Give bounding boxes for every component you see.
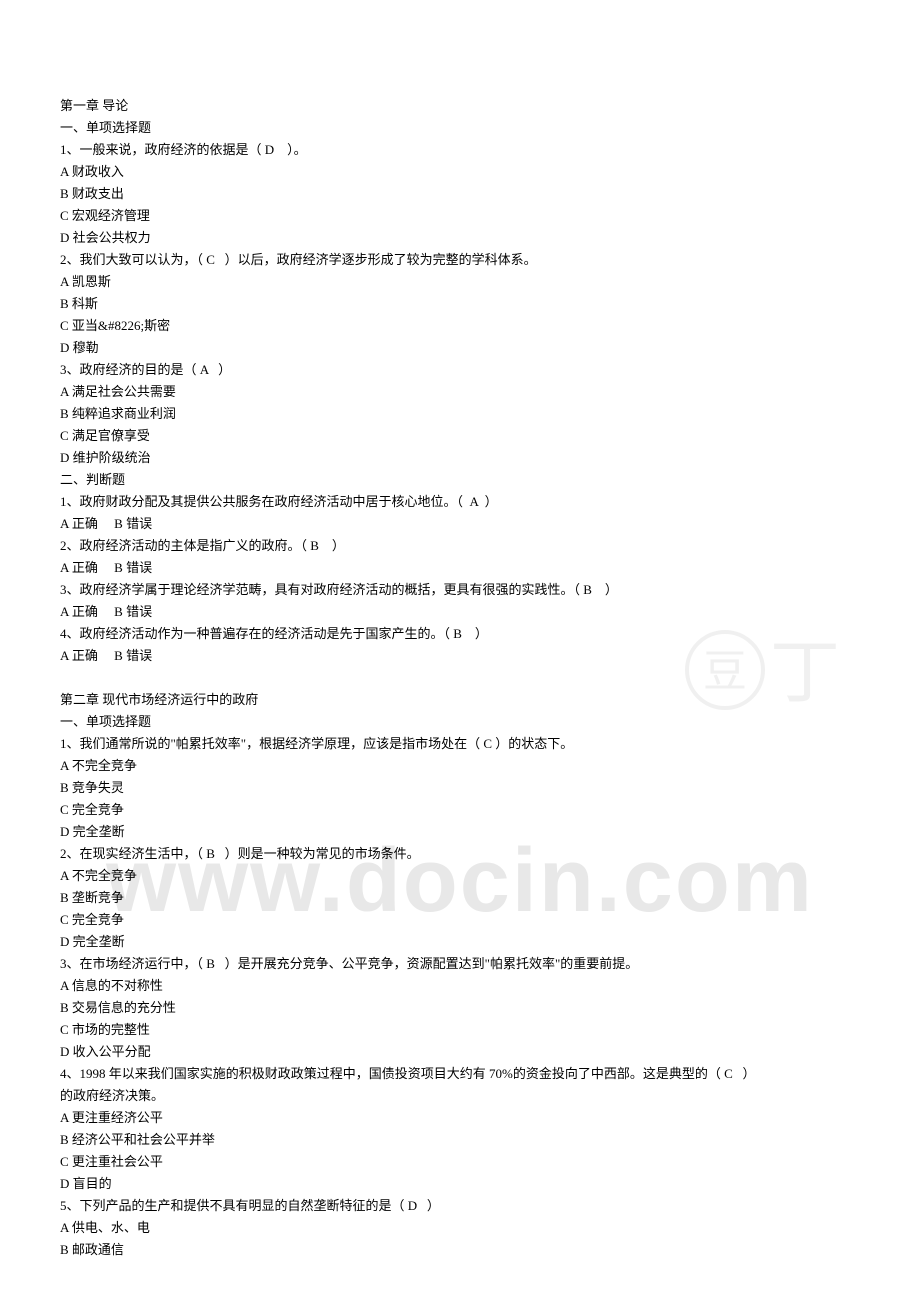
ch2-q4-stem-line2: 的政府经济决策。 <box>60 1085 860 1107</box>
ch2-q4-stem-line1: 4、1998 年以来我们国家实施的积极财政政策过程中，国债投资项目大约有 70%… <box>60 1063 860 1085</box>
ch2-q3-option-d: D 收入公平分配 <box>60 1041 860 1063</box>
tf1-options: A 正确 B 错误 <box>60 513 860 535</box>
ch2-q1-option-c: C 完全竞争 <box>60 799 860 821</box>
q3-option-d: D 维护阶级统治 <box>60 447 860 469</box>
ch2-q2-option-d: D 完全垄断 <box>60 931 860 953</box>
ch2-q3-option-a: A 信息的不对称性 <box>60 975 860 997</box>
section-1-mcq-title: 一、单项选择题 <box>60 117 860 139</box>
document-body: 第一章 导论 一、单项选择题 1、一般来说，政府经济的依据是（ D ）。 A 财… <box>60 95 860 1261</box>
q1-option-d: D 社会公共权力 <box>60 227 860 249</box>
tf2-options: A 正确 B 错误 <box>60 557 860 579</box>
q2-option-d: D 穆勒 <box>60 337 860 359</box>
tf4-options: A 正确 B 错误 <box>60 645 860 667</box>
tf1-stem: 1、政府财政分配及其提供公共服务在政府经济活动中居于核心地位。（ A ） <box>60 491 860 513</box>
ch2-q3-stem: 3、在市场经济运行中，（ B ）是开展充分竞争、公平竞争，资源配置达到"帕累托效… <box>60 953 860 975</box>
tf3-stem: 3、政府经济学属于理论经济学范畴，具有对政府经济活动的概括，更具有很强的实践性。… <box>60 579 860 601</box>
q2-option-b: B 科斯 <box>60 293 860 315</box>
q2-option-c: C 亚当&#8226;斯密 <box>60 315 860 337</box>
ch2-q1-option-b: B 竞争失灵 <box>60 777 860 799</box>
q2-stem: 2、我们大致可以认为，（ C ）以后，政府经济学逐步形成了较为完整的学科体系。 <box>60 249 860 271</box>
q3-stem: 3、政府经济的目的是（ A ） <box>60 359 860 381</box>
tf2-stem: 2、政府经济活动的主体是指广义的政府。（ B ） <box>60 535 860 557</box>
ch2-q5-option-a: A 供电、水、电 <box>60 1217 860 1239</box>
section-1-mcq-title-ch2: 一、单项选择题 <box>60 711 860 733</box>
ch2-q5-option-b: B 邮政通信 <box>60 1239 860 1261</box>
ch2-q3-option-c: C 市场的完整性 <box>60 1019 860 1041</box>
ch2-q4-option-b: B 经济公平和社会公平并举 <box>60 1129 860 1151</box>
ch2-q2-option-b: B 垄断竞争 <box>60 887 860 909</box>
q3-option-a: A 满足社会公共需要 <box>60 381 860 403</box>
ch2-q4-option-a: A 更注重经济公平 <box>60 1107 860 1129</box>
q1-option-b: B 财政支出 <box>60 183 860 205</box>
ch2-q4-option-c: C 更注重社会公平 <box>60 1151 860 1173</box>
ch2-q1-stem: 1、我们通常所说的"帕累托效率"，根据经济学原理，应该是指市场处在（ C ）的状… <box>60 733 860 755</box>
tf3-options: A 正确 B 错误 <box>60 601 860 623</box>
section-2-tf-title: 二、判断题 <box>60 469 860 491</box>
ch2-q2-stem: 2、在现实经济生活中，（ B ）则是一种较为常见的市场条件。 <box>60 843 860 865</box>
ch2-q2-option-c: C 完全竞争 <box>60 909 860 931</box>
ch2-q1-option-a: A 不完全竞争 <box>60 755 860 777</box>
ch2-q1-option-d: D 完全垄断 <box>60 821 860 843</box>
tf4-stem: 4、政府经济活动作为一种普遍存在的经济活动是先于国家产生的。（ B ） <box>60 623 860 645</box>
ch2-q2-option-a: A 不完全竞争 <box>60 865 860 887</box>
ch2-q3-option-b: B 交易信息的充分性 <box>60 997 860 1019</box>
ch2-q4-option-d: D 盲目的 <box>60 1173 860 1195</box>
q2-option-a: A 凯恩斯 <box>60 271 860 293</box>
q3-option-b: B 纯粹追求商业利润 <box>60 403 860 425</box>
chapter-1-title: 第一章 导论 <box>60 95 860 117</box>
q3-option-c: C 满足官僚享受 <box>60 425 860 447</box>
q1-option-c: C 宏观经济管理 <box>60 205 860 227</box>
q1-option-a: A 财政收入 <box>60 161 860 183</box>
chapter-2-title: 第二章 现代市场经济运行中的政府 <box>60 689 860 711</box>
blank-line <box>60 667 860 689</box>
ch2-q5-stem: 5、下列产品的生产和提供不具有明显的自然垄断特征的是（ D ） <box>60 1195 860 1217</box>
q1-stem: 1、一般来说，政府经济的依据是（ D ）。 <box>60 139 860 161</box>
